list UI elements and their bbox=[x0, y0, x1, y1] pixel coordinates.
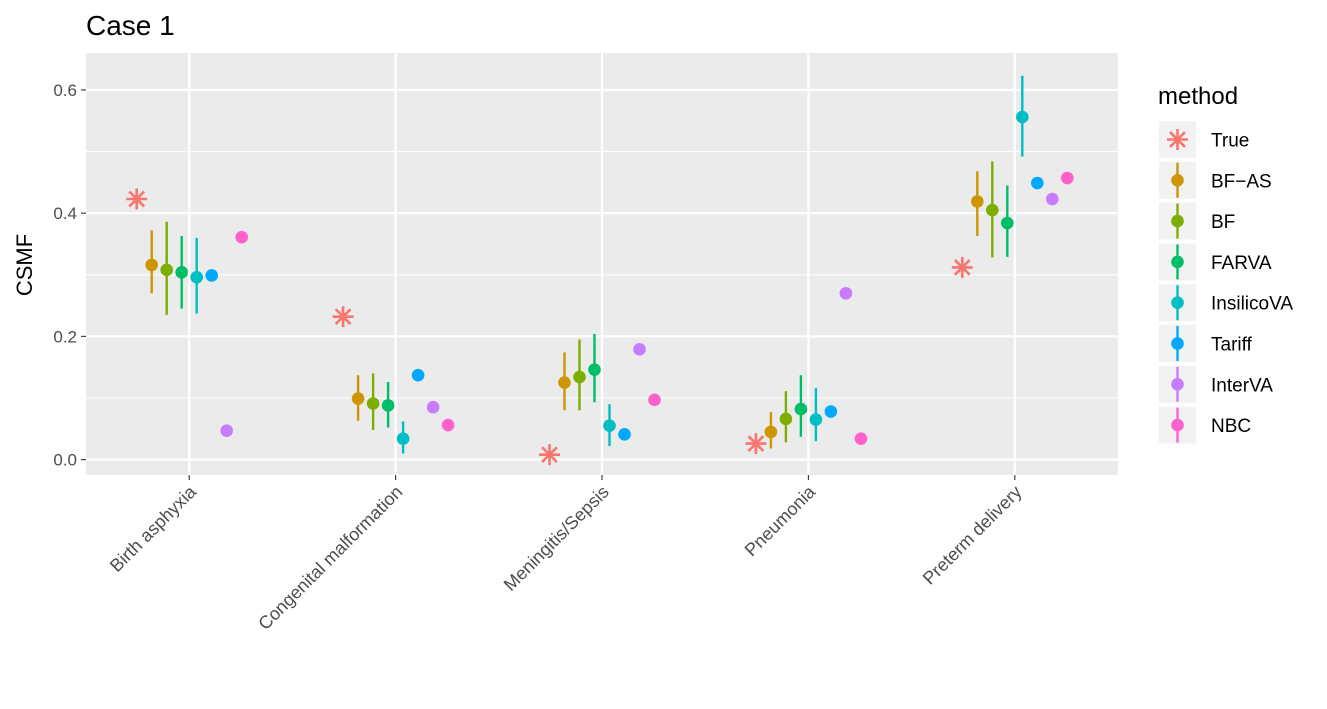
legend-item: True bbox=[1159, 121, 1249, 158]
y-tick-label: 0.6 bbox=[53, 81, 77, 100]
legend-label: NBC bbox=[1211, 416, 1251, 437]
data-point bbox=[396, 432, 410, 445]
data-point bbox=[411, 368, 425, 382]
data-point bbox=[1016, 110, 1029, 124]
data-point bbox=[588, 363, 601, 376]
data-point bbox=[986, 203, 999, 217]
data-point bbox=[441, 418, 455, 432]
data-point bbox=[648, 393, 661, 407]
data-point bbox=[205, 269, 218, 282]
x-tick-label: Meningitis/Sepsis bbox=[500, 482, 613, 595]
legend-item: Tariff bbox=[1159, 325, 1253, 362]
data-point bbox=[145, 258, 158, 272]
legend-item: BF−AS bbox=[1159, 161, 1272, 199]
data-point bbox=[1061, 171, 1074, 185]
legend-label: BF−AS bbox=[1211, 171, 1272, 192]
legend-key-symbol bbox=[1171, 296, 1184, 310]
x-tick-label: Congenital malformation bbox=[254, 482, 406, 634]
x-axis: Birth asphyxia Congenital malformation Men… bbox=[106, 475, 1026, 634]
legend-key-symbol bbox=[1171, 378, 1184, 391]
data-point bbox=[971, 195, 984, 208]
data-point bbox=[426, 400, 440, 414]
data-point bbox=[633, 343, 646, 356]
legend: method True BF−AS BF FARVA InsilicoVA Tariff I… bbox=[1158, 83, 1293, 444]
data-point bbox=[1031, 176, 1044, 190]
data-point bbox=[220, 424, 233, 437]
y-axis: 0.0 0.2 0.4 0.6 bbox=[53, 81, 86, 470]
legend-label: InsilicoVA bbox=[1211, 294, 1293, 315]
legend-label: True bbox=[1211, 131, 1249, 152]
data-point bbox=[160, 263, 173, 277]
data-point bbox=[1001, 216, 1014, 230]
legend-item: NBC bbox=[1159, 406, 1251, 444]
y-tick-label: 0.4 bbox=[53, 204, 77, 223]
data-point bbox=[235, 230, 248, 244]
data-point bbox=[381, 399, 395, 412]
legend-item: InsilicoVA bbox=[1159, 284, 1293, 322]
data-point bbox=[351, 392, 365, 405]
data-point bbox=[809, 413, 823, 426]
data-point bbox=[190, 270, 203, 284]
legend-item: BF bbox=[1159, 202, 1235, 240]
legend-key-symbol bbox=[1171, 255, 1184, 269]
legend-item: FARVA bbox=[1159, 243, 1272, 281]
legend-key-symbol bbox=[1171, 174, 1184, 187]
data-point bbox=[764, 425, 778, 439]
data-point bbox=[603, 419, 616, 433]
legend-label: InterVA bbox=[1211, 375, 1273, 396]
grid-major bbox=[86, 53, 1118, 475]
data-point bbox=[558, 376, 571, 389]
data-point bbox=[839, 286, 853, 300]
chart-title: Case 1 bbox=[86, 10, 175, 41]
data-point bbox=[794, 402, 808, 416]
y-tick-label: 0.0 bbox=[53, 451, 77, 470]
data-point bbox=[618, 428, 631, 441]
data-point bbox=[951, 256, 973, 278]
data-point bbox=[779, 412, 793, 426]
data-marks bbox=[126, 75, 1074, 466]
data-point bbox=[539, 444, 560, 466]
legend-label: BF bbox=[1211, 212, 1235, 233]
x-tick-label: Birth asphyxia bbox=[106, 481, 201, 576]
legend-key-symbol bbox=[1171, 418, 1184, 432]
legend-title: method bbox=[1158, 83, 1238, 110]
legend-key-symbol bbox=[1171, 337, 1184, 350]
data-point bbox=[745, 433, 767, 455]
data-point bbox=[824, 405, 838, 418]
legend-keys: True BF−AS BF FARVA InsilicoVA Tariff InterVA N… bbox=[1159, 121, 1293, 444]
x-tick-label: Pneumonia bbox=[741, 481, 820, 560]
data-point bbox=[175, 266, 188, 279]
data-point bbox=[126, 188, 148, 210]
legend-key-symbol bbox=[1171, 214, 1184, 228]
data-point bbox=[1046, 192, 1059, 206]
data-point bbox=[332, 306, 354, 328]
x-tick-label: Preterm delivery bbox=[919, 482, 1026, 589]
y-tick-label: 0.2 bbox=[53, 327, 77, 346]
legend-label: Tariff bbox=[1211, 335, 1253, 356]
legend-item: InterVA bbox=[1159, 365, 1273, 403]
data-point bbox=[366, 397, 380, 410]
legend-key-symbol bbox=[1167, 129, 1188, 150]
legend-label: FARVA bbox=[1211, 253, 1272, 274]
y-axis-title: CSMF bbox=[12, 234, 37, 296]
data-point bbox=[573, 370, 586, 384]
data-point bbox=[854, 432, 868, 445]
